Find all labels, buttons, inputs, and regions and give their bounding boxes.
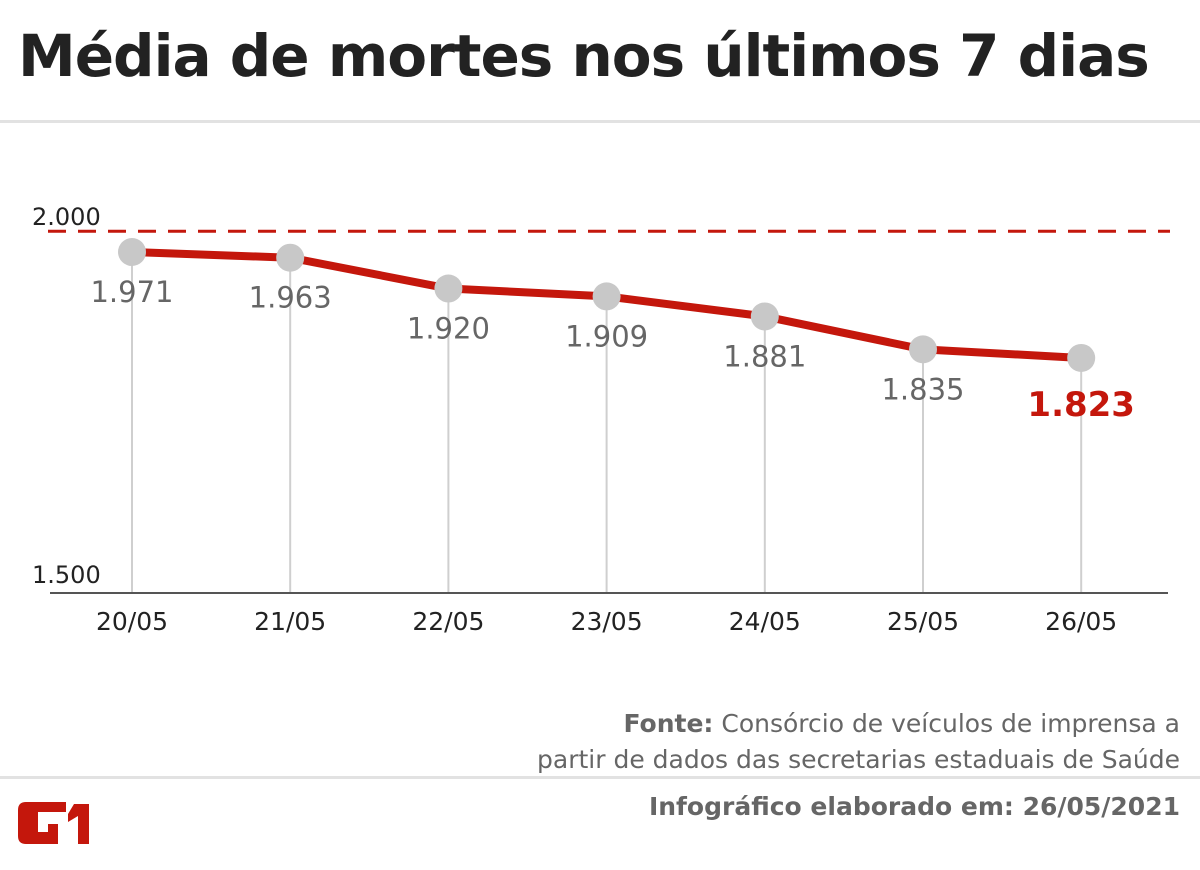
x-tick-label: 25/05 <box>887 607 959 636</box>
footer-divider <box>0 776 1200 779</box>
line-chart: 2.000 1.500 1.971 20/05 1.963 21/05 1.920 22/05… <box>32 203 1170 636</box>
data-point <box>434 274 463 303</box>
x-tick-label: 22/05 <box>412 607 484 636</box>
g1-logo <box>18 802 89 844</box>
data-point <box>118 238 146 266</box>
footer-date: Infográfico elaborado em: 26/05/2021 <box>648 792 1180 821</box>
source-line1: Consórcio de veículos de imprensa a <box>721 709 1180 738</box>
source-note: Fonte: Consórcio de veículos de imprensa… <box>537 706 1180 778</box>
title-divider <box>0 120 1200 123</box>
x-tick-label: 24/05 <box>729 607 801 636</box>
data-label: 1.971 <box>90 275 173 309</box>
data-point <box>909 335 937 364</box>
data-label: 1.909 <box>565 319 648 353</box>
x-tick-label: 26/05 <box>1045 607 1117 636</box>
data-label: 1.963 <box>249 281 332 315</box>
x-tick-label: 21/05 <box>254 607 326 636</box>
source-line2: partir de dados das secretarias estaduai… <box>537 745 1180 774</box>
data-label: 1.920 <box>407 312 490 346</box>
source-label: Fonte: <box>623 709 714 738</box>
data-label: 1.835 <box>881 372 964 406</box>
chart-title: Média de mortes nos últimos 7 dias <box>18 22 1150 90</box>
data-point <box>750 302 779 331</box>
y-tick-label: 1.500 <box>32 561 101 589</box>
y-tick-label: 2.000 <box>32 203 101 231</box>
data-point <box>276 243 305 272</box>
data-label: 1.881 <box>723 339 806 373</box>
x-tick-label: 23/05 <box>571 607 643 636</box>
data-point <box>1067 343 1096 372</box>
data-point <box>592 282 621 311</box>
data-label: 1.823 <box>1027 385 1135 425</box>
x-tick-label: 20/05 <box>96 607 168 636</box>
